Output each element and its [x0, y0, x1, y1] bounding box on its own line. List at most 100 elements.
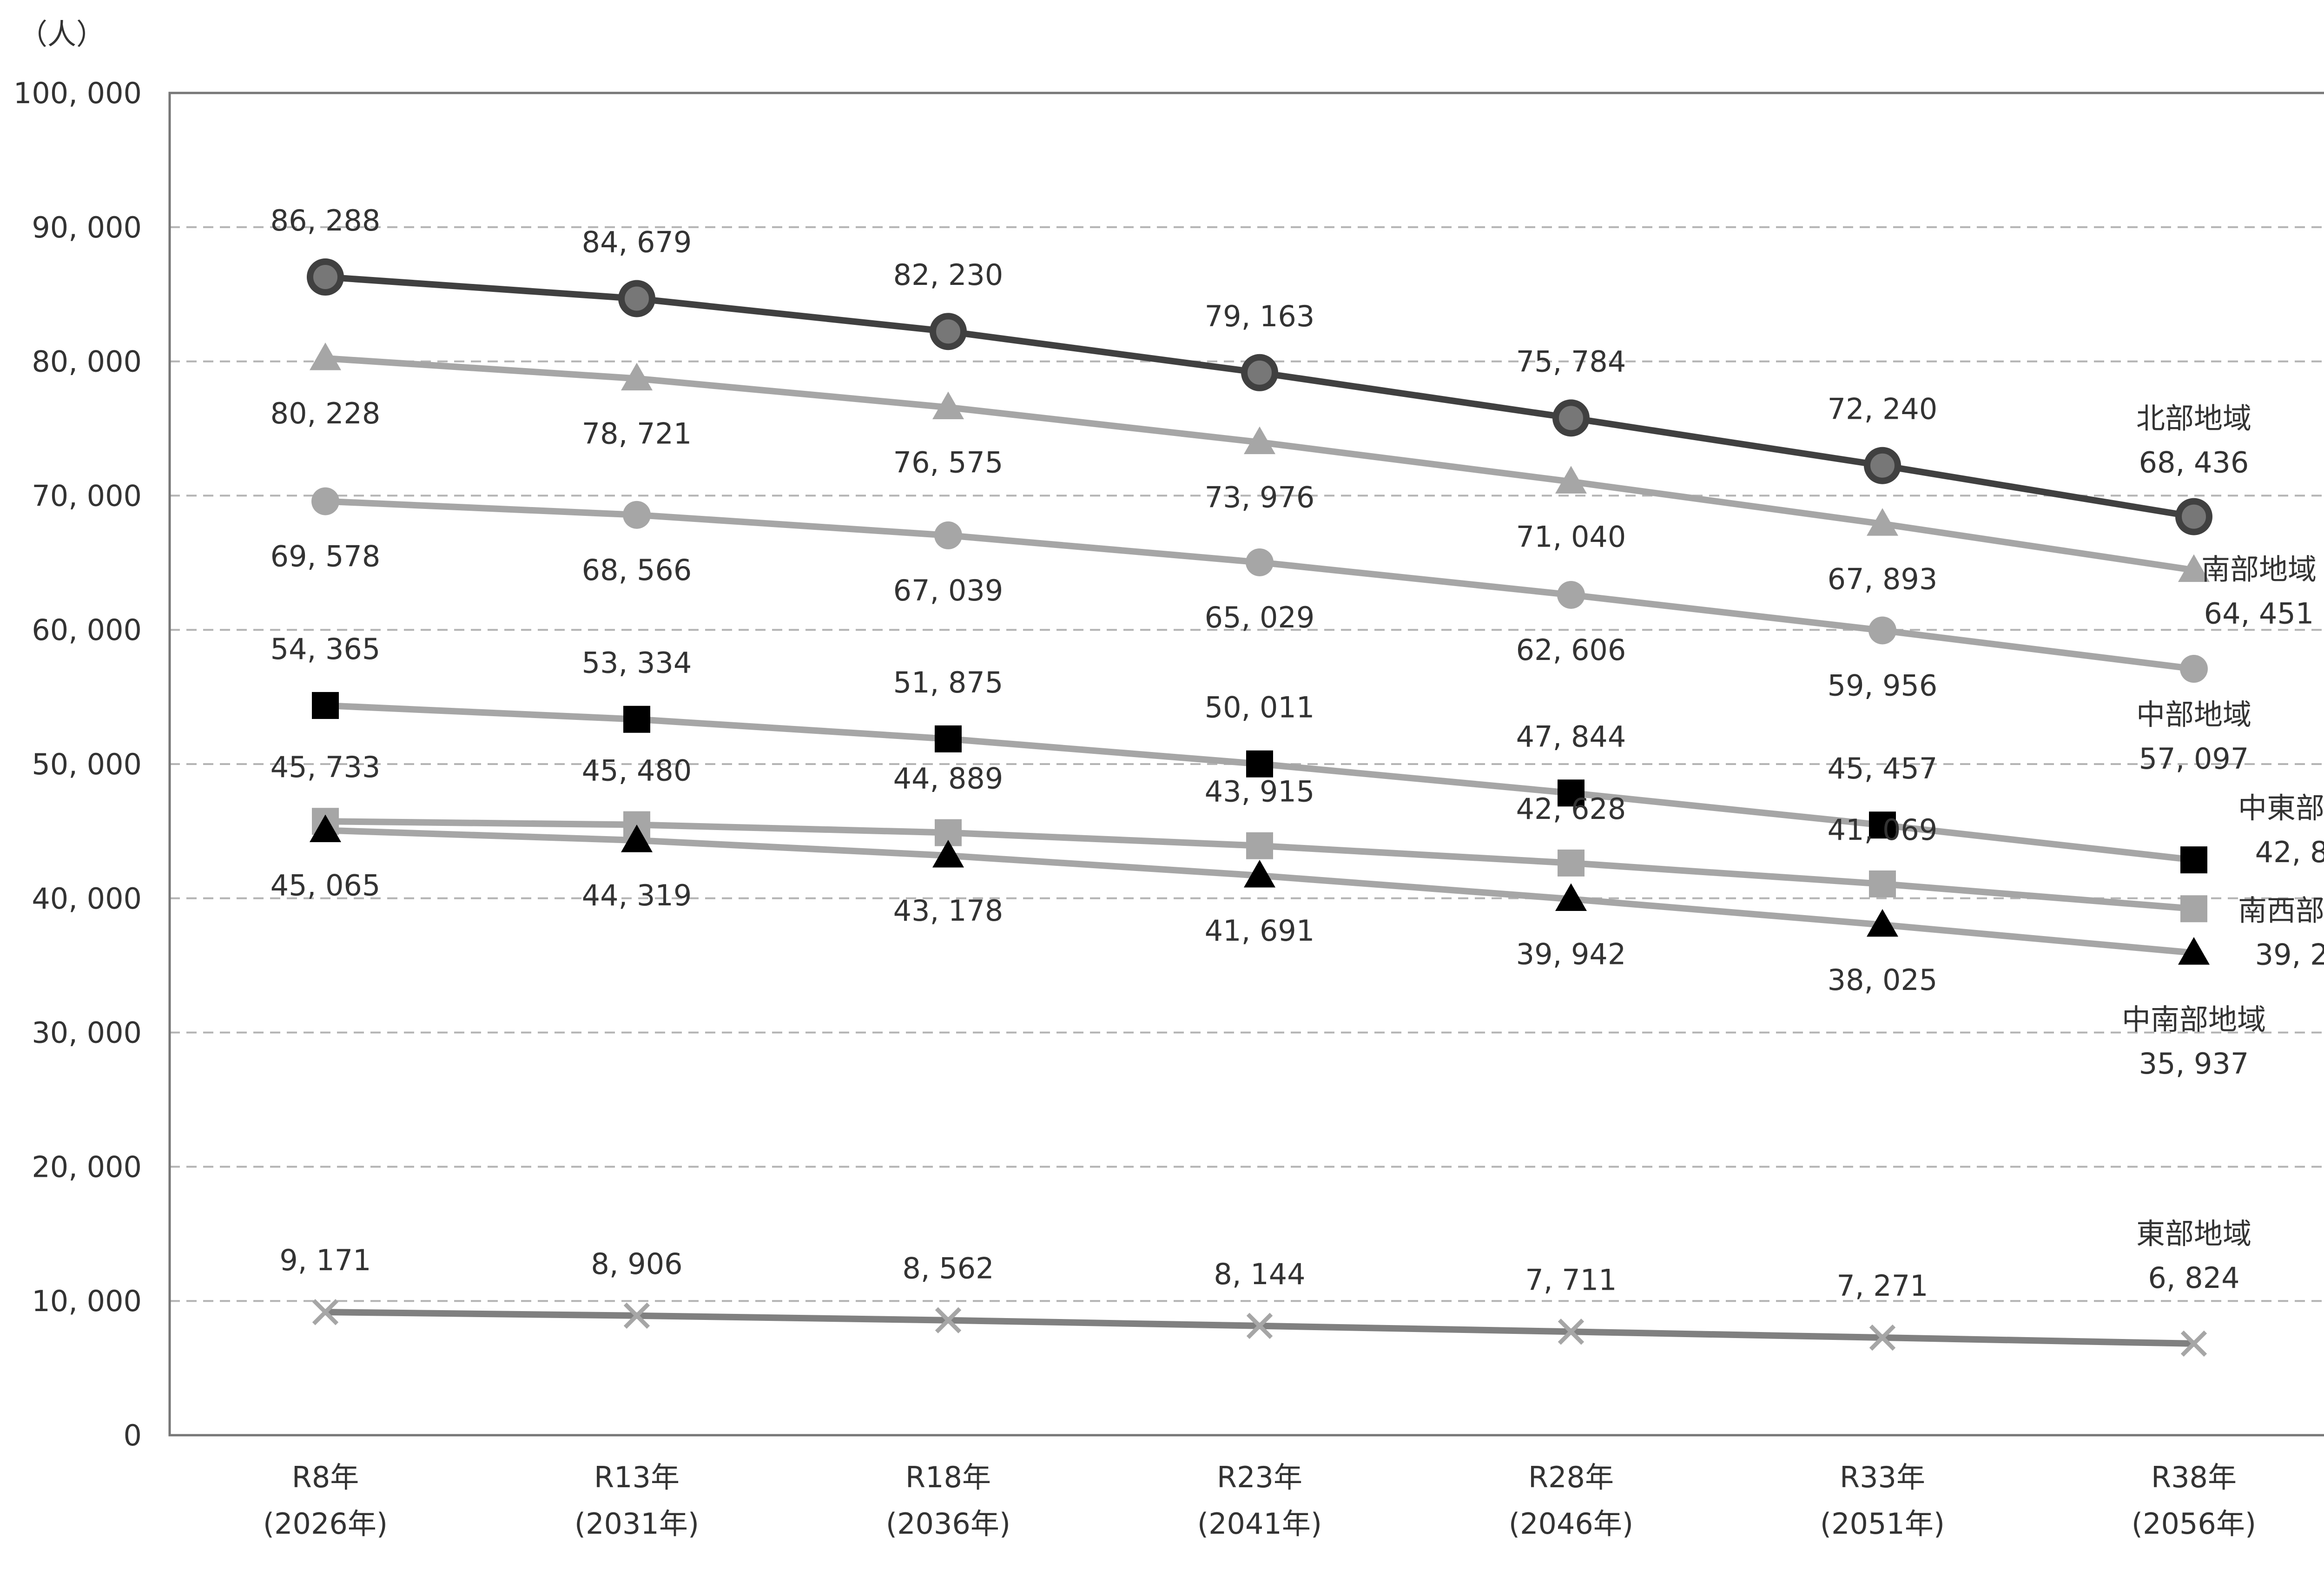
data-point [1244, 859, 1275, 888]
data-point [1864, 447, 1901, 484]
axes: 0 10, 000 20, 000 30, 000 40, 000 50, 000 60, … [13, 76, 2324, 1541]
data-label: 43, 915 [1205, 775, 1315, 809]
x-tick-label: R8年 [292, 1460, 359, 1494]
data-point [621, 363, 653, 391]
data-point [1246, 548, 1274, 576]
data-point [307, 258, 344, 296]
data-point [1241, 354, 1278, 391]
data-point [310, 343, 341, 370]
y-tick-label: 70, 000 [32, 479, 142, 513]
data-point [1558, 849, 1585, 877]
data-label: 41, 691 [1205, 914, 1315, 948]
data-point [623, 1302, 650, 1329]
data-point [930, 313, 967, 350]
y-tick-label: 50, 000 [32, 747, 142, 781]
data-label: 47, 844 [1516, 719, 1626, 753]
data-label: 41, 069 [1828, 813, 1938, 847]
data-point [1552, 399, 1590, 437]
data-point [1867, 508, 1898, 536]
data-label: 75, 784 [1516, 344, 1626, 378]
x-tick-sublabel: (2036年) [886, 1507, 1010, 1541]
cross-stroke [935, 1307, 962, 1333]
data-point [2180, 1330, 2207, 1357]
data-point [935, 725, 962, 752]
data-labels: 86, 288 84, 679 82, 230 79, 163 75, 784 72, 2… [271, 204, 2324, 1303]
data-point [621, 824, 653, 852]
cross-stroke [2180, 1330, 2207, 1357]
y-tick-label: 90, 000 [32, 211, 142, 244]
series-name-label: 中部地域 [2136, 698, 2251, 732]
data-label: 50, 011 [1205, 691, 1315, 725]
data-label: 78, 721 [582, 417, 692, 451]
data-label: 54, 365 [271, 632, 381, 666]
data-point [1246, 832, 1273, 859]
data-point [2175, 498, 2212, 535]
data-label: 68, 566 [582, 553, 692, 587]
data-label: 72, 240 [1828, 392, 1938, 426]
data-point [1244, 426, 1275, 455]
data-label: 45, 065 [271, 869, 381, 903]
data-point [2180, 895, 2207, 923]
data-label: 59, 956 [1828, 668, 1938, 702]
series-name-label: 中南部地域 [2122, 1002, 2266, 1036]
data-label: 76, 575 [893, 446, 1004, 480]
y-tick-label: 60, 000 [32, 613, 142, 647]
data-label: 82, 230 [893, 258, 1004, 292]
data-point [2180, 846, 2207, 874]
x-tick-label: R18年 [905, 1460, 991, 1494]
data-point [1558, 1319, 1585, 1345]
data-label: 84, 679 [582, 225, 692, 259]
data-point [932, 391, 964, 420]
data-point [1557, 580, 1585, 609]
series-name-label: 中東部地域 [2238, 791, 2324, 825]
series-name-label: 東部地域 [2136, 1217, 2251, 1251]
x-tick-sublabel: (2056年) [2132, 1507, 2256, 1541]
data-label: 45, 480 [582, 754, 692, 788]
y-tick-label: 100, 000 [13, 76, 142, 110]
cross-stroke [1246, 1312, 1273, 1339]
x-tick-sublabel: (2041年) [1197, 1507, 1322, 1541]
data-label: 44, 319 [582, 878, 692, 912]
data-point [312, 1299, 339, 1326]
data-label: 73, 976 [1205, 481, 1315, 514]
data-point [2178, 554, 2210, 582]
data-label: 42, 862 [2255, 835, 2324, 869]
data-point [312, 692, 339, 719]
data-label: 53, 334 [582, 646, 692, 680]
y-tick-label: 40, 000 [32, 882, 142, 916]
data-point [1555, 883, 1587, 911]
data-label: 8, 562 [902, 1252, 994, 1286]
data-point [1558, 779, 1585, 807]
data-label: 80, 228 [271, 396, 381, 430]
cross-stroke [312, 1299, 339, 1326]
data-label: 6, 824 [2148, 1261, 2239, 1295]
plot-border [168, 92, 2324, 1437]
x-tick-sublabel: (2026年) [263, 1507, 388, 1541]
data-label: 64, 451 [2204, 597, 2314, 631]
y-tick-label: 30, 000 [32, 1016, 142, 1050]
data-label: 8, 906 [591, 1247, 682, 1281]
data-label: 7, 711 [1525, 1263, 1617, 1297]
data-point [1869, 811, 1896, 839]
x-tick-label: R38年 [2151, 1460, 2237, 1494]
cross-stroke [1558, 1319, 1585, 1345]
data-point [1246, 750, 1273, 778]
data-label: 57, 097 [2139, 742, 2249, 776]
data-label: 65, 029 [1205, 600, 1315, 634]
data-point [311, 487, 339, 515]
data-point [932, 840, 964, 868]
data-point [1869, 1324, 1896, 1351]
x-tick-sublabel: (2046年) [1509, 1507, 1633, 1541]
data-label: 79, 163 [1205, 299, 1315, 333]
data-label: 71, 040 [1516, 520, 1626, 554]
data-label: 39, 942 [1516, 937, 1626, 971]
series-name-label: 北部地域 [2136, 402, 2251, 435]
data-point [623, 706, 650, 733]
x-tick-label: R33年 [1840, 1460, 1925, 1494]
data-label: 86, 288 [271, 204, 381, 237]
data-label: 45, 457 [1828, 752, 1938, 785]
data-label: 39, 221 [2255, 937, 2324, 971]
data-label: 69, 578 [271, 540, 381, 574]
